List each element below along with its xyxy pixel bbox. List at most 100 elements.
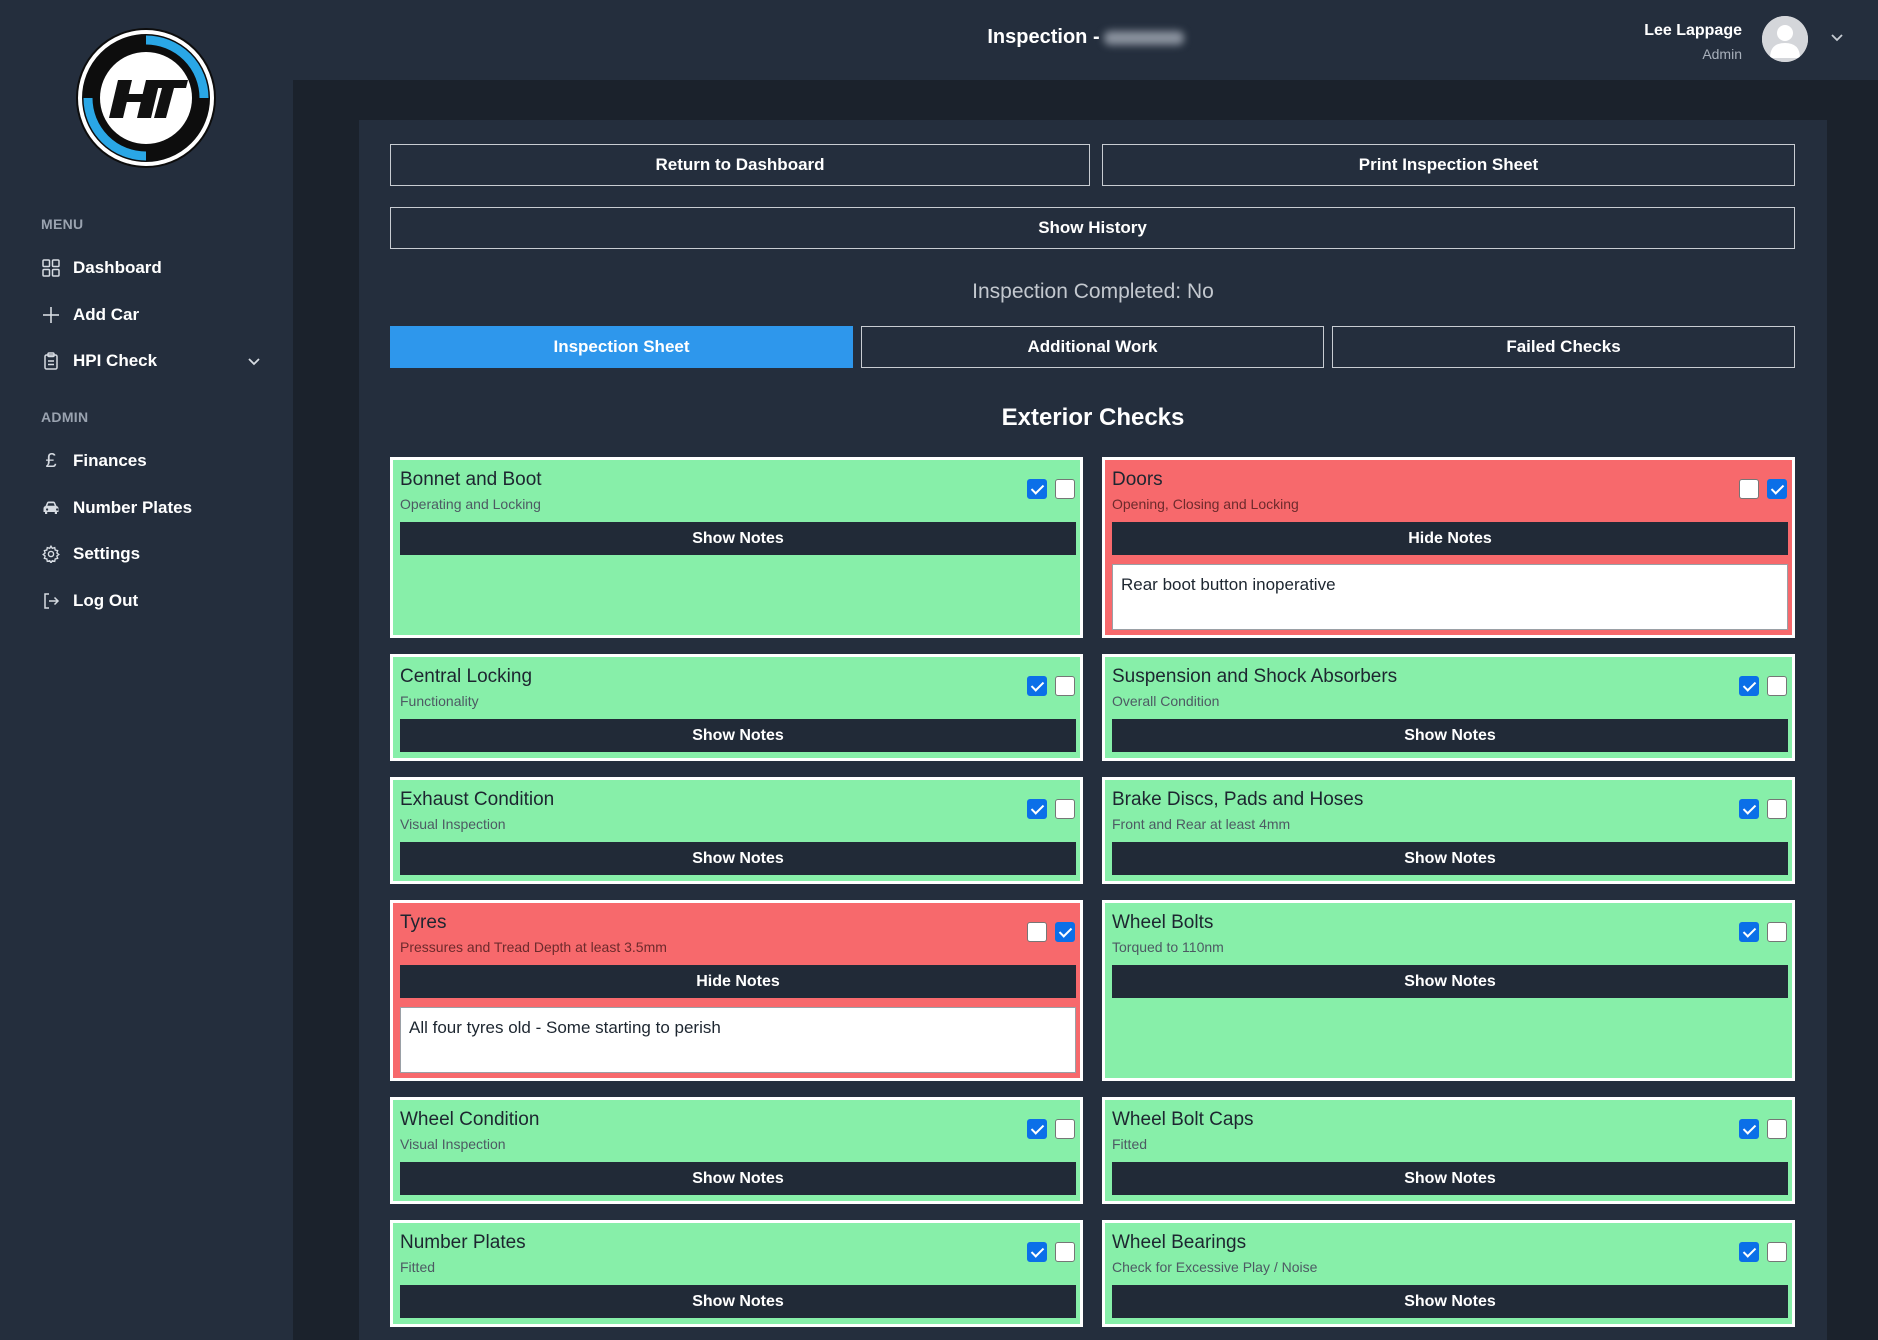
clipboard-icon: [41, 351, 61, 371]
admin-heading: ADMIN: [41, 409, 89, 425]
check-card-wheel-bolt-caps: Wheel Bolt Caps Fitted Show Notes: [1102, 1097, 1795, 1204]
fail-checkbox[interactable]: [1055, 922, 1075, 942]
sidebar-item-label: Finances: [73, 451, 147, 470]
check-card-bonnet-and-boot: Bonnet and Boot Operating and Locking Sh…: [390, 457, 1083, 638]
check-card-suspension: Suspension and Shock Absorbers Overall C…: [1102, 654, 1795, 761]
check-card-brakes: Brake Discs, Pads and Hoses Front and Re…: [1102, 777, 1795, 884]
check-card-wheel-condition: Wheel Condition Visual Inspection Show N…: [390, 1097, 1083, 1204]
show-notes-button[interactable]: Show Notes: [400, 842, 1076, 875]
fail-checkbox[interactable]: [1767, 799, 1787, 819]
fail-checkbox[interactable]: [1767, 1119, 1787, 1139]
inspection-status: Inspection Completed: No: [972, 280, 1214, 303]
show-notes-button[interactable]: Show Notes: [1112, 1162, 1788, 1195]
tab-failed-checks[interactable]: Failed Checks: [1332, 326, 1795, 368]
check-card-tyres: Tyres Pressures and Tread Depth at least…: [390, 900, 1083, 1081]
show-notes-button[interactable]: Show Notes: [1112, 842, 1788, 875]
sidebar-item-label: Number Plates: [73, 498, 193, 517]
sidebar-item-add-car[interactable]: Add Car: [41, 300, 261, 330]
pass-checkbox[interactable]: [1027, 922, 1047, 942]
pound-icon: £: [45, 449, 57, 472]
pass-checkbox[interactable]: [1027, 799, 1047, 819]
check-subtitle: Opening, Closing and Locking: [1112, 496, 1299, 512]
fail-checkbox[interactable]: [1767, 479, 1787, 499]
avatar[interactable]: [1762, 16, 1808, 62]
check-card-exhaust-condition: Exhaust Condition Visual Inspection Show…: [390, 777, 1083, 884]
fail-checkbox[interactable]: [1767, 922, 1787, 942]
fail-checkbox[interactable]: [1055, 799, 1075, 819]
check-title: Wheel Condition: [400, 1109, 540, 1130]
show-notes-button[interactable]: Show Notes: [400, 719, 1076, 752]
menu-heading: MENU: [41, 216, 84, 232]
pass-checkbox[interactable]: [1739, 922, 1759, 942]
show-history-button[interactable]: Show History: [390, 207, 1795, 249]
page-title: Inspection -: [293, 26, 1878, 49]
pass-checkbox[interactable]: [1027, 1242, 1047, 1262]
check-title: Central Locking: [400, 666, 533, 687]
show-notes-button[interactable]: Show Notes: [1112, 719, 1788, 752]
sidebar-item-hpi-check[interactable]: HPI Check: [41, 346, 261, 376]
pass-checkbox[interactable]: [1027, 676, 1047, 696]
tab-inspection-sheet[interactable]: Inspection Sheet: [390, 326, 853, 368]
show-notes-button[interactable]: Show Notes: [1112, 965, 1788, 998]
check-subtitle: Fitted: [1112, 1136, 1148, 1152]
app-logo[interactable]: [76, 28, 216, 168]
inspection-panel: Return to Dashboard Print Inspection She…: [359, 120, 1827, 1340]
check-card-doors: Doors Opening, Closing and Locking Hide …: [1102, 457, 1795, 638]
print-inspection-sheet-button[interactable]: Print Inspection Sheet: [1102, 144, 1795, 186]
sidebar-item-label: Log Out: [73, 591, 139, 610]
check-title: Wheel Bolt Caps: [1112, 1109, 1254, 1130]
pass-checkbox[interactable]: [1739, 1242, 1759, 1262]
fail-checkbox[interactable]: [1055, 676, 1075, 696]
check-subtitle: Overall Condition: [1112, 693, 1220, 709]
sidebar-item-log-out[interactable]: Log Out: [41, 586, 261, 616]
logo-mark: [78, 30, 214, 166]
show-notes-button[interactable]: Show Notes: [400, 1162, 1076, 1195]
hide-notes-button[interactable]: Hide Notes: [400, 965, 1076, 998]
show-notes-button[interactable]: Show Notes: [400, 522, 1076, 555]
notes-textarea[interactable]: All four tyres old - Some starting to pe…: [400, 1007, 1076, 1073]
sidebar-item-label: Add Car: [73, 305, 140, 324]
sidebar-item-number-plates[interactable]: Number Plates: [41, 493, 261, 523]
section-title: Exterior Checks: [1001, 404, 1185, 431]
check-title: Suspension and Shock Absorbers: [1112, 666, 1398, 687]
fail-checkbox[interactable]: [1055, 479, 1075, 499]
fail-checkbox[interactable]: [1055, 1119, 1075, 1139]
top-bar: Inspection - Lee Lappage Admin: [293, 0, 1878, 80]
return-to-dashboard-button[interactable]: Return to Dashboard: [390, 144, 1090, 186]
check-subtitle: Check for Excessive Play / Noise: [1112, 1259, 1318, 1275]
sidebar-item-settings[interactable]: Settings: [41, 539, 261, 569]
pass-checkbox[interactable]: [1027, 1119, 1047, 1139]
check-subtitle: Operating and Locking: [400, 496, 541, 512]
sidebar-item-label: Dashboard: [73, 258, 162, 277]
check-card-wheel-bearings: Wheel Bearings Check for Excessive Play …: [1102, 1220, 1795, 1327]
plus-icon: [41, 305, 61, 325]
sidebar-item-finances[interactable]: £ Finances: [41, 446, 261, 476]
tab-additional-work[interactable]: Additional Work: [861, 326, 1324, 368]
check-subtitle: Visual Inspection: [400, 1136, 506, 1152]
check-title: Tyres: [400, 912, 447, 933]
check-title: Wheel Bearings: [1112, 1232, 1247, 1253]
chevron-down-icon[interactable]: [247, 353, 261, 373]
notes-textarea[interactable]: Rear boot button inoperative: [1112, 564, 1788, 630]
pass-checkbox[interactable]: [1739, 1119, 1759, 1139]
user-role: Admin: [1702, 46, 1742, 62]
gear-icon: [41, 544, 61, 564]
sidebar-item-dashboard[interactable]: Dashboard: [41, 253, 261, 283]
chevron-down-icon[interactable]: [1830, 30, 1844, 49]
fail-checkbox[interactable]: [1767, 1242, 1787, 1262]
pass-checkbox[interactable]: [1027, 479, 1047, 499]
sidebar-item-label: HPI Check: [73, 351, 158, 370]
pass-checkbox[interactable]: [1739, 479, 1759, 499]
fail-checkbox[interactable]: [1055, 1242, 1075, 1262]
show-notes-button[interactable]: Show Notes: [400, 1285, 1076, 1318]
page-title-text: Inspection -: [987, 26, 1100, 48]
check-title: Bonnet and Boot: [400, 469, 542, 490]
show-notes-button[interactable]: Show Notes: [1112, 1285, 1788, 1318]
check-card-number-plates: Number Plates Fitted Show Notes: [390, 1220, 1083, 1327]
hide-notes-button[interactable]: Hide Notes: [1112, 522, 1788, 555]
check-subtitle: Functionality: [400, 693, 479, 709]
fail-checkbox[interactable]: [1767, 676, 1787, 696]
check-subtitle: Pressures and Tread Depth at least 3.5mm: [400, 939, 667, 955]
pass-checkbox[interactable]: [1739, 799, 1759, 819]
pass-checkbox[interactable]: [1739, 676, 1759, 696]
